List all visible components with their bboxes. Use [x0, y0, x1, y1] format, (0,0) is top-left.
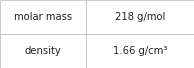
Bar: [0, 0, 86, 34]
Text: 1.66 g/cm³: 1.66 g/cm³: [113, 46, 167, 56]
Bar: [0, 34, 86, 68]
Text: molar mass: molar mass: [14, 12, 72, 22]
Bar: [86, 34, 194, 68]
Text: density: density: [25, 46, 61, 56]
Text: 218 g/mol: 218 g/mol: [115, 12, 165, 22]
Bar: [86, 0, 194, 34]
